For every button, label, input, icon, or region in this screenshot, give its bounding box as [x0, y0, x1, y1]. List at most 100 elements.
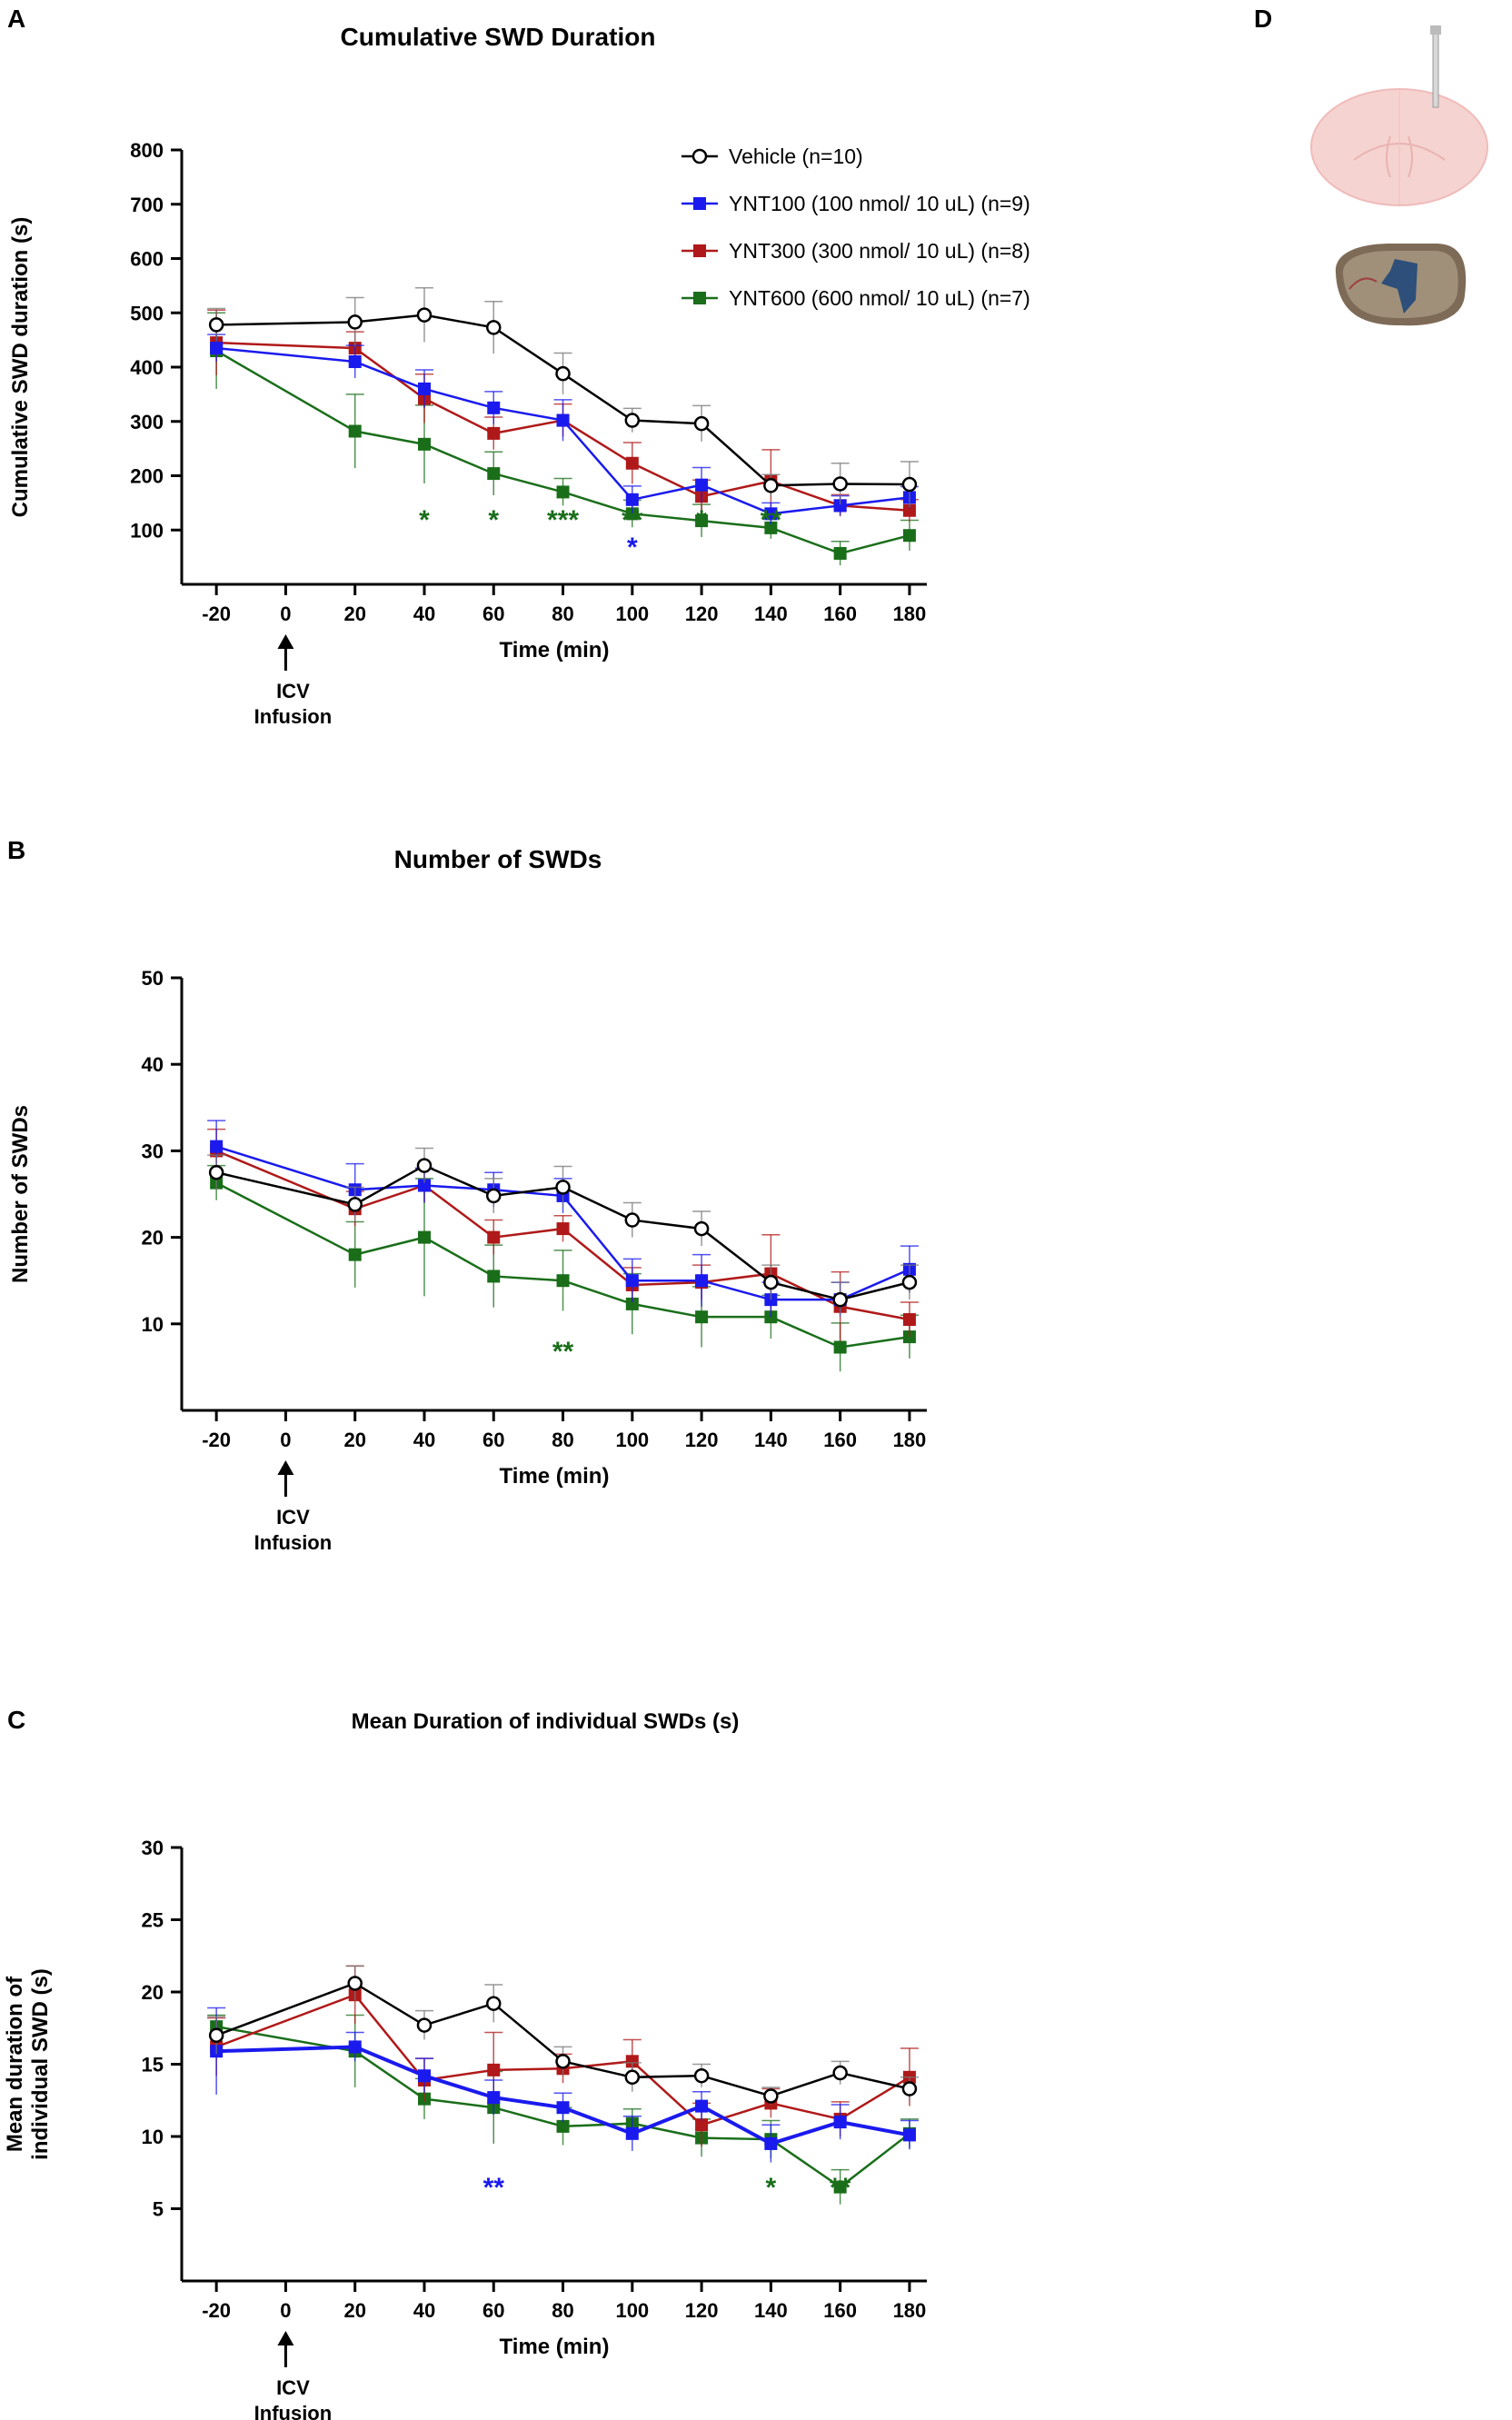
data-point	[624, 1212, 641, 1228]
data-point	[625, 507, 639, 521]
y-tick-label: 800	[130, 139, 164, 162]
data-point	[556, 413, 570, 427]
data-point	[487, 467, 501, 481]
x-tick-label: 160	[823, 603, 857, 625]
data-point	[556, 485, 570, 499]
y-axis-label: Number of SWDs	[8, 1105, 33, 1283]
y-tick-label: 10	[142, 1313, 164, 1336]
infusion-label-line1: ICV	[276, 680, 310, 702]
y-tick-label: 700	[130, 194, 164, 216]
significance-marker: *	[766, 2173, 777, 2203]
data-point	[764, 2136, 778, 2150]
infusion-label-line2: Infusion	[254, 2402, 333, 2420]
data-point	[487, 401, 501, 414]
y-axis-label: Cumulative SWD duration (s)	[8, 217, 33, 518]
data-point	[695, 2118, 709, 2132]
data-point	[901, 2081, 918, 2096]
series-vehicle	[207, 1965, 919, 2106]
series-line	[216, 341, 910, 512]
data-point	[486, 1996, 502, 2011]
y-tick-label: 5	[153, 2198, 164, 2221]
series-line	[215, 1164, 910, 1301]
data-point	[210, 1140, 224, 1153]
data-point	[902, 529, 916, 543]
series-line	[215, 1181, 910, 1349]
legend-entry: YNT100 (100 nmol/ 10 uL) (n=9)	[729, 192, 1030, 215]
x-tick-label: 180	[893, 603, 927, 625]
data-point	[347, 1197, 363, 1212]
significance-marker: **	[483, 2173, 505, 2203]
x-tick-label: 100	[615, 603, 649, 625]
y-tick-label: 15	[142, 2054, 164, 2076]
data-point	[833, 499, 847, 513]
legend-marker	[691, 148, 708, 164]
data-point	[208, 317, 224, 333]
data-point	[555, 365, 571, 382]
x-tick-label: 0	[280, 2299, 291, 2322]
significance-marker: *	[696, 505, 707, 535]
x-tick-label: -20	[202, 2299, 231, 2322]
data-point	[417, 1230, 431, 1244]
x-tick-label: 20	[343, 2299, 365, 2322]
data-point	[417, 2069, 431, 2083]
y-tick-label: 600	[130, 248, 164, 271]
data-point	[902, 2128, 916, 2142]
significance-marker: **	[552, 1337, 574, 1367]
y-tick-label: 20	[142, 1227, 164, 1250]
data-point	[902, 503, 916, 517]
chart-panel-c: C Mean Duration of individual SWDs (s) 5 10…	[3, 1706, 927, 2420]
data-point	[556, 2119, 570, 2133]
y-tick-label: 30	[142, 1140, 164, 1162]
x-tick-label: 40	[413, 2299, 435, 2322]
panel-d-label: D	[1254, 5, 1272, 33]
significance-marker: *	[627, 533, 638, 563]
data-point	[487, 1270, 501, 1283]
significance-marker: **	[622, 505, 643, 535]
significance-marker: *	[419, 505, 430, 535]
x-tick-label: 80	[552, 1429, 573, 1451]
x-tick-label: 120	[685, 1429, 719, 1451]
data-point	[210, 342, 224, 355]
data-point	[556, 1274, 570, 1288]
x-tick-label: 180	[893, 2299, 927, 2322]
y-tick-label: 50	[142, 967, 164, 990]
chart-title: Mean Duration of individual SWDs (s)	[352, 1709, 740, 1734]
data-point	[416, 2017, 433, 2033]
data-point	[347, 1976, 363, 1991]
chart-panel-b: B Number of SWDs 10 20 30 40 50 -20 0 20 40 60 80 100…	[7, 836, 927, 1554]
y-tick-label: 25	[142, 1909, 164, 1932]
panel-d: D	[1254, 5, 1488, 326]
data-point	[625, 2055, 639, 2068]
legend-entry: YNT600 (600 nmol/ 10 uL) (n=7)	[729, 286, 1030, 310]
x-tick-label: 180	[893, 1429, 927, 1451]
data-point	[417, 382, 431, 395]
data-point	[487, 426, 501, 440]
significance-marker: *	[488, 505, 499, 535]
data-point	[348, 424, 362, 438]
data-point	[695, 478, 709, 492]
y-tick-label: 100	[130, 519, 164, 542]
x-tick-label: 100	[615, 2299, 649, 2322]
data-point	[486, 320, 502, 335]
x-tick-label: 100	[615, 1429, 649, 1451]
data-point	[486, 1188, 502, 1204]
data-point	[556, 2101, 570, 2115]
data-point	[764, 507, 778, 521]
data-point	[624, 2069, 641, 2086]
data-point	[208, 1164, 224, 1180]
x-tick-label: 0	[280, 1429, 291, 1451]
series-vehicle	[207, 1147, 919, 1318]
data-point	[902, 1313, 916, 1327]
data-point	[832, 1291, 848, 1308]
data-point	[764, 521, 778, 534]
series-vehicle	[207, 287, 919, 508]
data-point	[625, 493, 639, 506]
data-point	[695, 2099, 709, 2113]
chart-title: Number of SWDs	[394, 845, 602, 873]
x-tick-label: 140	[754, 1429, 788, 1451]
y-tick-label: 30	[142, 1837, 164, 1859]
data-point	[625, 456, 639, 470]
y-tick-label: 20	[142, 1981, 164, 2004]
data-point	[695, 1310, 709, 1324]
